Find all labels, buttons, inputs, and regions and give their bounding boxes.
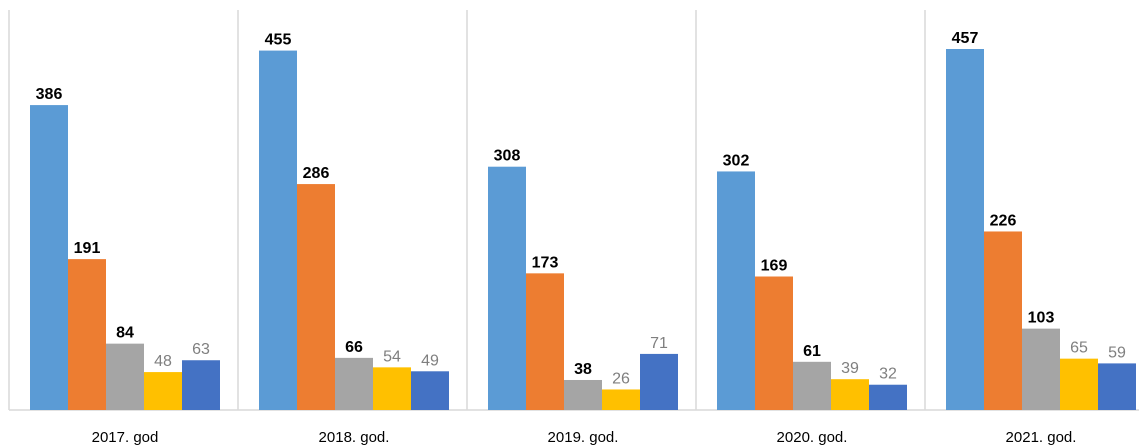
x-tick-label: 2018. god. <box>319 429 390 446</box>
value-label: 54 <box>383 348 401 365</box>
value-label: 169 <box>761 258 788 275</box>
value-label: 65 <box>1070 340 1088 357</box>
bar <box>831 379 869 410</box>
value-label: 457 <box>952 30 979 47</box>
bar <box>106 343 144 410</box>
bar <box>144 372 182 410</box>
bar <box>259 50 297 411</box>
value-label: 39 <box>841 360 859 377</box>
value-label: 32 <box>879 366 897 383</box>
bar <box>526 273 564 410</box>
value-label: 191 <box>74 240 101 257</box>
value-label: 455 <box>265 32 292 49</box>
bar <box>488 166 526 410</box>
bar <box>793 361 831 410</box>
x-tick-label: 2020. god. <box>777 429 848 446</box>
bar <box>1098 363 1136 410</box>
bar <box>297 184 335 410</box>
bar <box>1060 358 1098 410</box>
bar <box>30 105 68 411</box>
bar <box>1022 328 1060 410</box>
value-label: 61 <box>803 343 821 360</box>
bar <box>564 379 602 410</box>
x-tick-label: 2017. god <box>92 429 159 446</box>
bar <box>869 384 907 410</box>
x-tick-label: 2019. god. <box>548 429 619 446</box>
bar <box>602 389 640 410</box>
value-label: 48 <box>154 353 172 370</box>
bar <box>984 231 1022 410</box>
value-label: 84 <box>116 325 134 342</box>
bar <box>182 360 220 410</box>
bar <box>373 367 411 410</box>
x-tick-label: 2021. god. <box>1006 429 1077 446</box>
value-label: 286 <box>303 165 330 182</box>
bar <box>946 49 984 410</box>
value-label: 386 <box>36 86 63 103</box>
value-label: 59 <box>1108 344 1126 361</box>
value-label: 226 <box>990 212 1017 229</box>
value-label: 302 <box>723 152 750 169</box>
value-label: 26 <box>612 370 630 387</box>
bar <box>640 353 678 410</box>
bar <box>411 371 449 410</box>
bar <box>755 276 793 410</box>
bar <box>717 171 755 410</box>
value-label: 63 <box>192 341 210 358</box>
bar <box>68 259 106 410</box>
value-label: 49 <box>421 352 439 369</box>
bar <box>335 357 373 410</box>
value-label: 308 <box>494 148 521 165</box>
value-label: 71 <box>650 335 668 352</box>
value-label: 173 <box>532 254 559 271</box>
value-label: 38 <box>574 361 592 378</box>
value-label: 103 <box>1028 310 1055 327</box>
value-label: 66 <box>345 339 363 356</box>
